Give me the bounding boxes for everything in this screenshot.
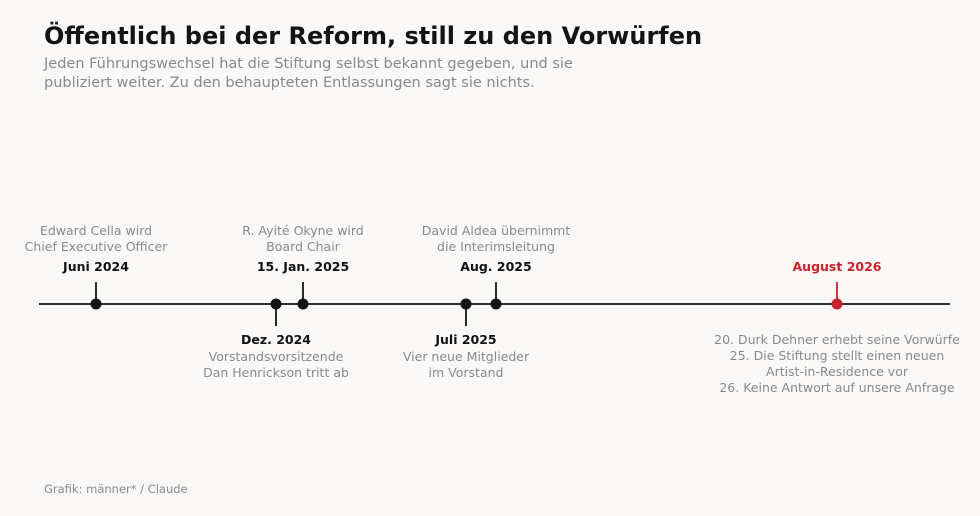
event-date: Dez. 2024	[240, 332, 312, 347]
event-dot	[460, 298, 472, 310]
event-date: August 2026	[792, 259, 882, 274]
event-description: Vier neue Mitglieder	[402, 349, 530, 364]
event-description: im Vorstand	[428, 365, 504, 380]
event-detail-line: 26. Keine Antwort auf unsere Anfrage	[719, 380, 955, 395]
event-detail-line: 25. Die Stiftung stellt einen neuen	[729, 348, 945, 363]
event-detail-line: 20. Durk Dehner erhebt seine Vorwürfe	[714, 332, 960, 347]
event-date: Juli 2025	[435, 332, 497, 347]
event-description: Chief Executive Officer	[24, 239, 168, 254]
event-dot	[90, 298, 102, 310]
event-description: Dan Henrickson tritt ab	[203, 365, 349, 380]
event-dot	[831, 298, 843, 310]
event-date: Aug. 2025	[460, 259, 532, 274]
source-credit: Grafik: männer* / Claude	[44, 482, 188, 496]
page-subtitle: Jeden Führungswechsel hat die Stiftung s…	[44, 56, 573, 91]
event-description: Vorstandsvorsitzende	[208, 349, 344, 364]
event-description: Edward Cella wird	[39, 223, 153, 238]
event-description: die Interimsleitung	[437, 239, 555, 254]
event-date: Juni 2024	[63, 259, 129, 274]
page-title: Öffentlich bei der Reform, still zu den …	[44, 22, 703, 50]
event-dot	[297, 298, 309, 310]
event-dot	[270, 298, 282, 310]
event-date: 15. Jan. 2025	[256, 259, 350, 274]
event-description: Board Chair	[266, 239, 340, 254]
event-description: David Aldea übernimmt	[421, 223, 571, 238]
event-description: R. Ayité Okyne wird	[242, 223, 364, 238]
event-dot	[490, 298, 502, 310]
event-detail-line: Artist-in-Residence vor	[766, 364, 908, 379]
